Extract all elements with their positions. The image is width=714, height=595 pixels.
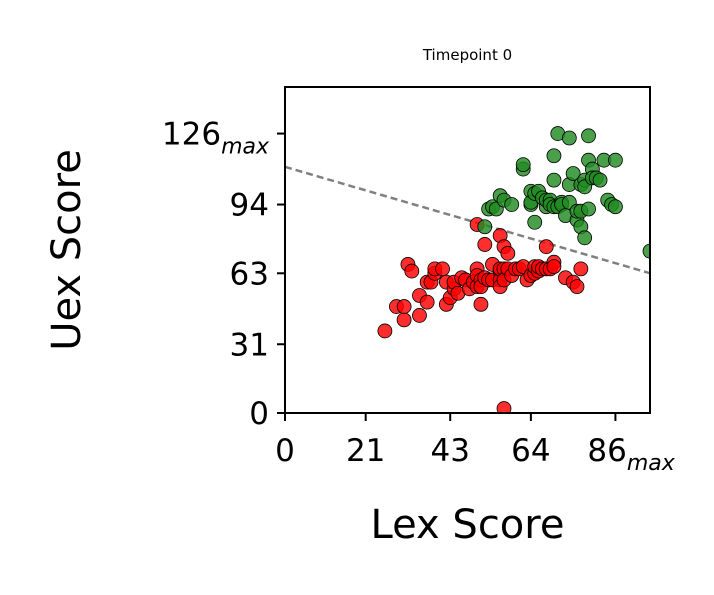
data-point [419,294,435,310]
data-point [546,259,562,275]
x-tick-label: 64 [511,433,550,469]
data-point [412,308,427,323]
data-point [377,323,393,339]
data-point [608,199,623,215]
data-point [592,172,608,188]
data-point [396,299,412,314]
y-tick-label: 0 [249,396,269,432]
plot-frame [284,86,651,414]
data-point [477,237,493,252]
y-axis: 0 31 63 94 126max [162,117,285,432]
data-point [546,148,562,164]
data-point [538,239,554,255]
x-tick-label: 0 [275,433,295,469]
chart-title: Timepoint 0 [422,46,512,64]
y-tick-label: 63 [230,256,269,292]
data-point [473,296,489,312]
data-points-layer [377,126,650,413]
data-point [504,197,520,212]
data-point [581,201,596,217]
data-point [565,166,581,181]
data-point [477,219,493,235]
data-point [546,172,562,188]
data-point [527,214,543,230]
data-point [569,279,585,294]
data-point [396,312,412,328]
data-point [404,263,420,279]
x-tick-label: 86max [587,433,675,476]
data-point [577,230,593,246]
data-point [515,157,531,173]
y-tick-label: 94 [230,188,269,224]
x-axis: 0 21 43 64 86max [275,413,676,476]
data-point [435,261,450,277]
data-point [500,245,516,261]
x-tick-label: 21 [346,433,385,469]
data-point [608,152,623,168]
data-point [573,261,589,277]
y-tick-label: 126max [162,117,270,160]
data-point [561,130,577,146]
x-axis-label: Lex Score [371,502,565,548]
data-point [642,243,650,259]
data-point [581,128,596,144]
y-tick-label: 31 [230,327,269,363]
x-tick-label: 43 [430,433,469,469]
data-point [496,401,512,413]
y-axis-label: Uex Score [44,149,90,351]
